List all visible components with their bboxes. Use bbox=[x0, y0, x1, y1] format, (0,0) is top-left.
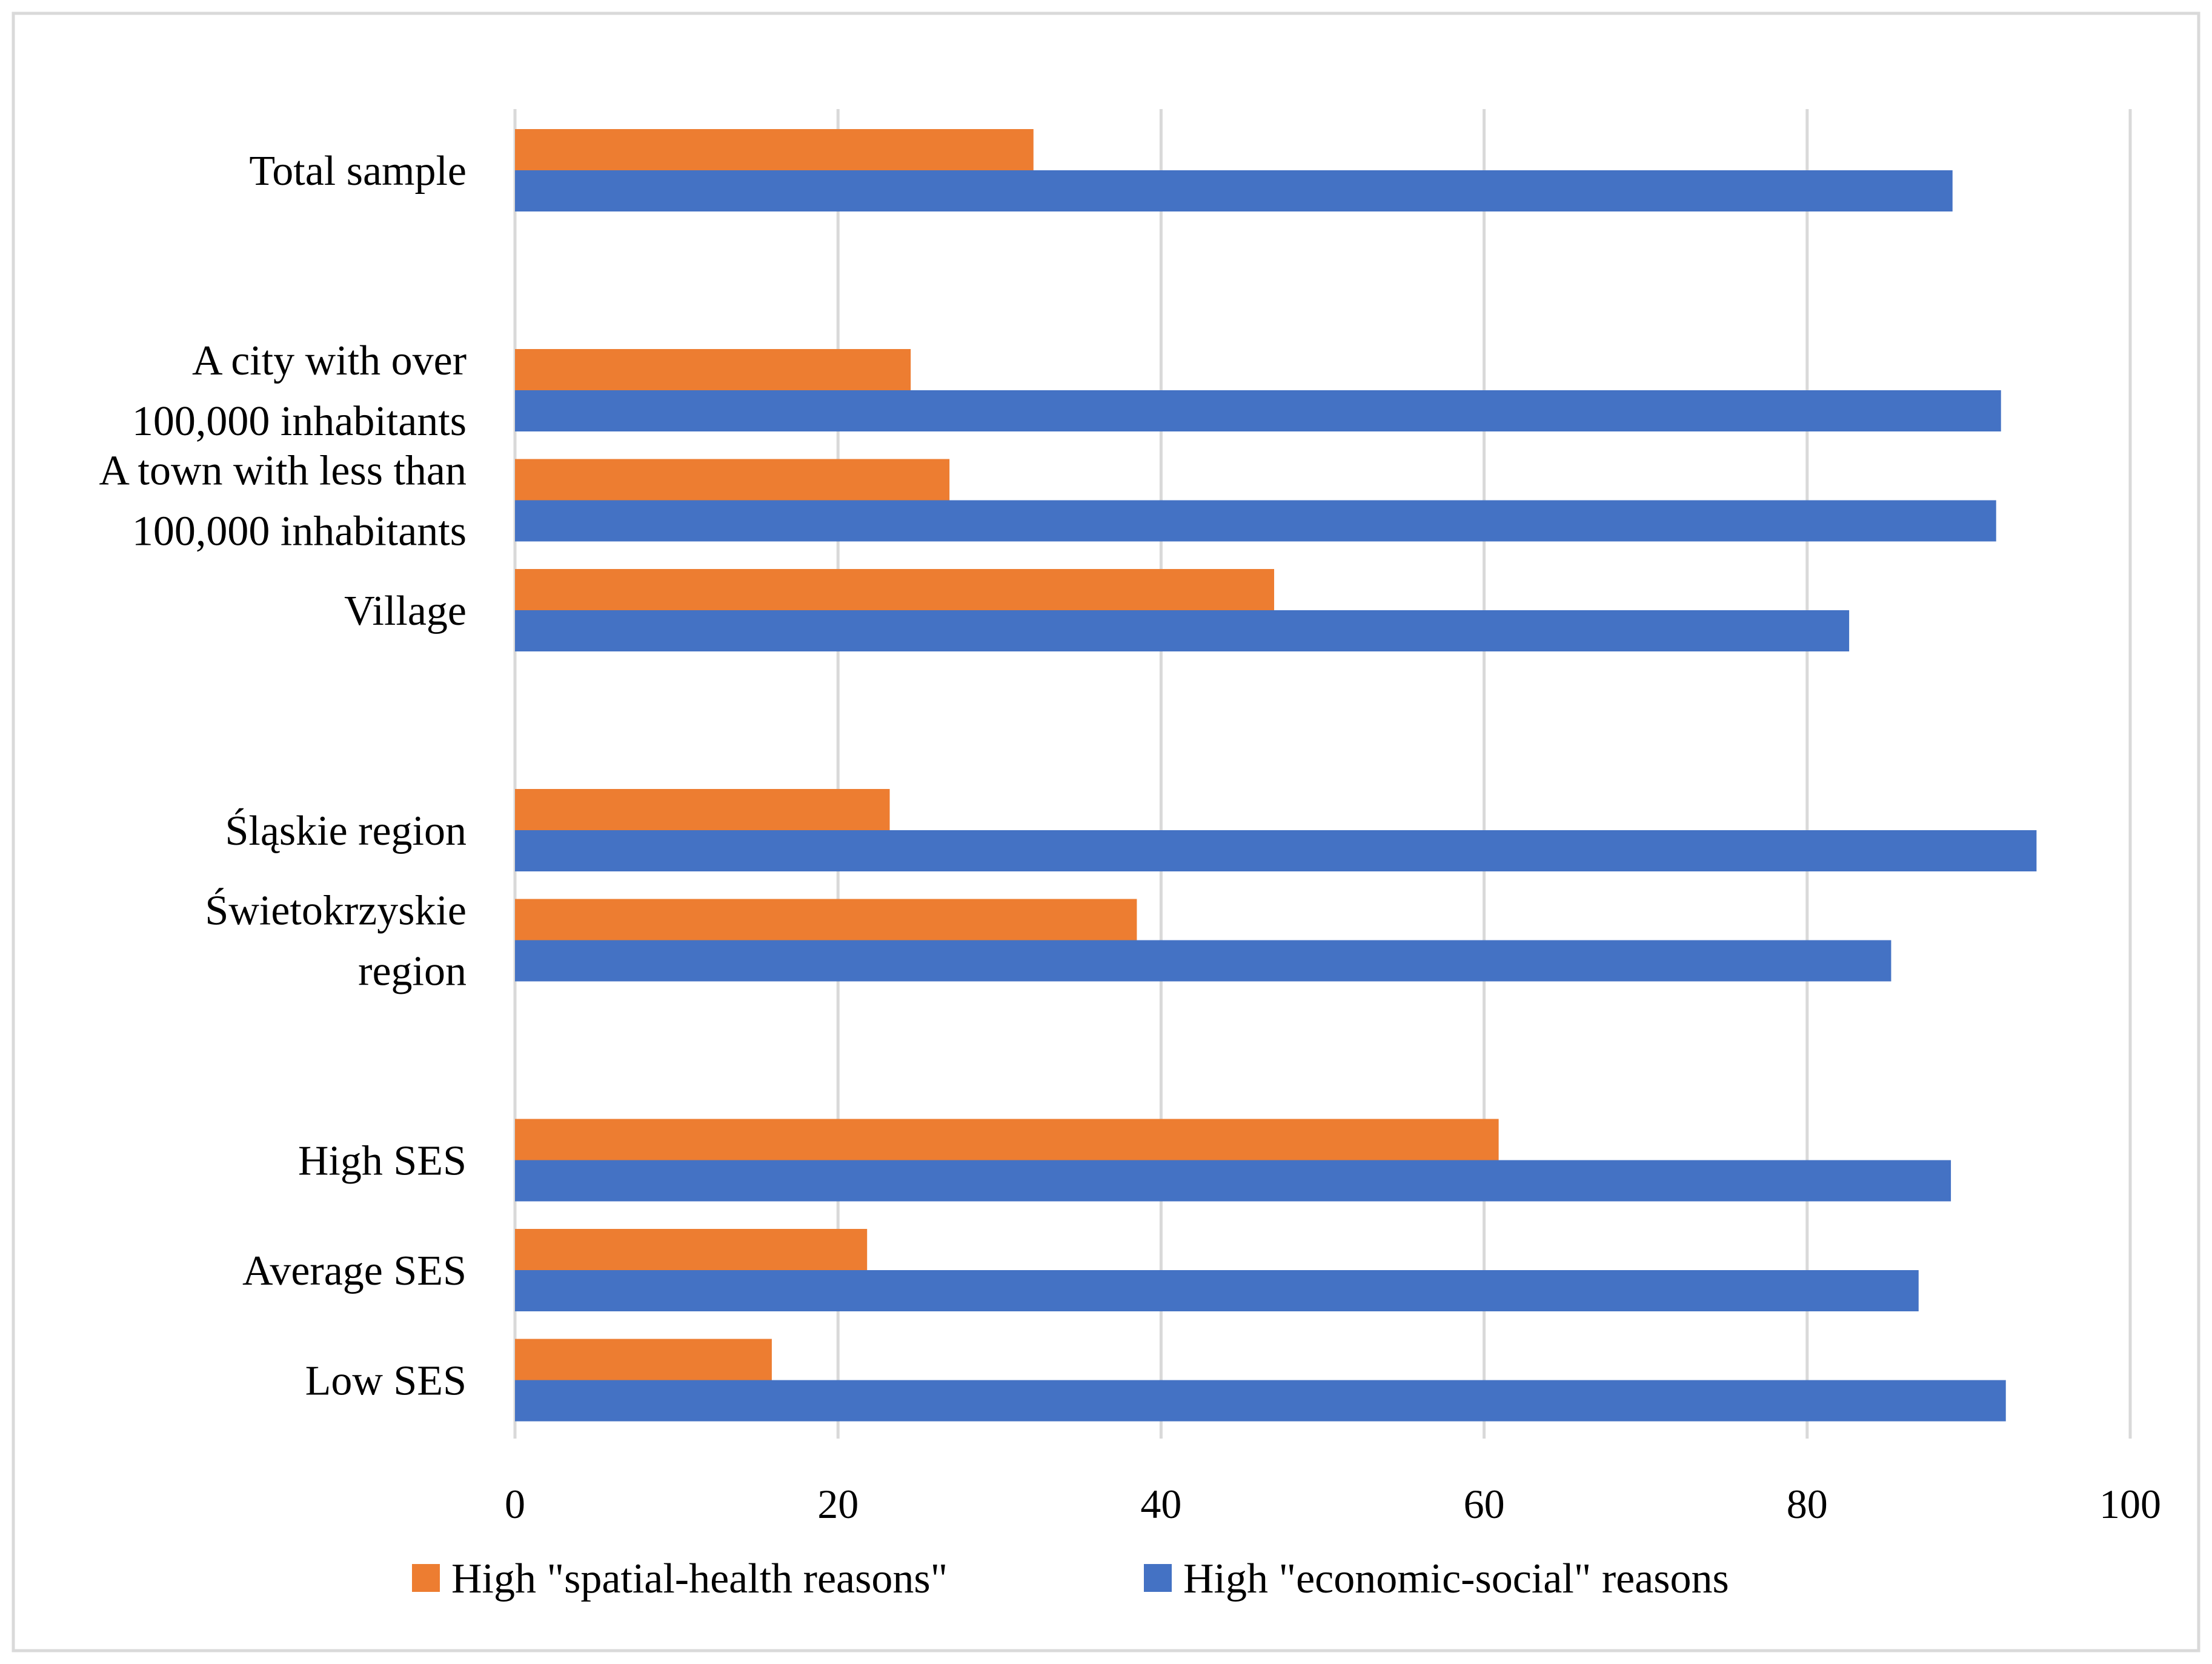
category-labels: Total sample A city with over 100,000 inha… bbox=[99, 148, 467, 1405]
category-label: region bbox=[358, 948, 467, 995]
legend-label-spatial-health: High "spatial-health reasons" bbox=[451, 1556, 948, 1602]
category-label: Śląskie region bbox=[225, 808, 467, 854]
bar-spatial-health-4 bbox=[515, 789, 890, 830]
bar-economic-social-4 bbox=[515, 830, 2037, 871]
category-label: 100,000 inhabitants bbox=[132, 508, 467, 555]
category-label: A city with over bbox=[192, 338, 467, 384]
x-tick-label: 20 bbox=[817, 1481, 859, 1527]
gridlines bbox=[513, 109, 2132, 1439]
x-tick-label: 100 bbox=[2099, 1481, 2161, 1527]
bar-spatial-health-8 bbox=[515, 1339, 772, 1380]
x-tick-label: 60 bbox=[1464, 1481, 1505, 1527]
bar-economic-social-1 bbox=[515, 390, 2001, 431]
category-label: Total sample bbox=[249, 148, 467, 195]
bar-spatial-health-5 bbox=[515, 899, 1137, 940]
bar-economic-social-2 bbox=[515, 500, 1996, 542]
category-label: High SES bbox=[298, 1138, 467, 1185]
legend: High "spatial-health reasons" High "econo… bbox=[412, 1556, 1729, 1602]
bar-economic-social-3 bbox=[515, 610, 1850, 651]
bar-economic-social-8 bbox=[515, 1380, 2006, 1422]
bar-spatial-health-2 bbox=[515, 459, 950, 501]
category-label: Average SES bbox=[242, 1248, 467, 1294]
x-tick-label: 80 bbox=[1787, 1481, 1828, 1527]
legend-swatch-economic-social bbox=[1144, 1564, 1172, 1592]
x-tick-label: 0 bbox=[505, 1481, 525, 1527]
category-label: Low SES bbox=[305, 1358, 467, 1405]
category-label: 100,000 inhabitants bbox=[132, 398, 467, 445]
x-tick-label: 40 bbox=[1140, 1481, 1181, 1527]
bar-spatial-health-3 bbox=[515, 569, 1275, 610]
bar-economic-social-7 bbox=[515, 1270, 1919, 1311]
bar-spatial-health-1 bbox=[515, 349, 911, 390]
category-label: Świetokrzyskie bbox=[205, 888, 467, 934]
bar-economic-social-6 bbox=[515, 1160, 1951, 1202]
bars bbox=[515, 129, 2037, 1422]
bar-spatial-health-7 bbox=[515, 1229, 868, 1270]
category-label: A town with less than bbox=[99, 448, 467, 494]
bar-spatial-health-0 bbox=[515, 129, 1034, 170]
legend-swatch-spatial-health bbox=[412, 1564, 440, 1592]
bar-economic-social-0 bbox=[515, 170, 1953, 211]
x-axis-tick-labels: 0 20 40 60 80 100 bbox=[505, 1481, 2161, 1527]
legend-label-economic-social: High "economic-social" reasons bbox=[1183, 1556, 1729, 1602]
bar-spatial-health-6 bbox=[515, 1119, 1499, 1160]
bar-economic-social-5 bbox=[515, 940, 1891, 982]
category-label: Village bbox=[344, 588, 467, 634]
